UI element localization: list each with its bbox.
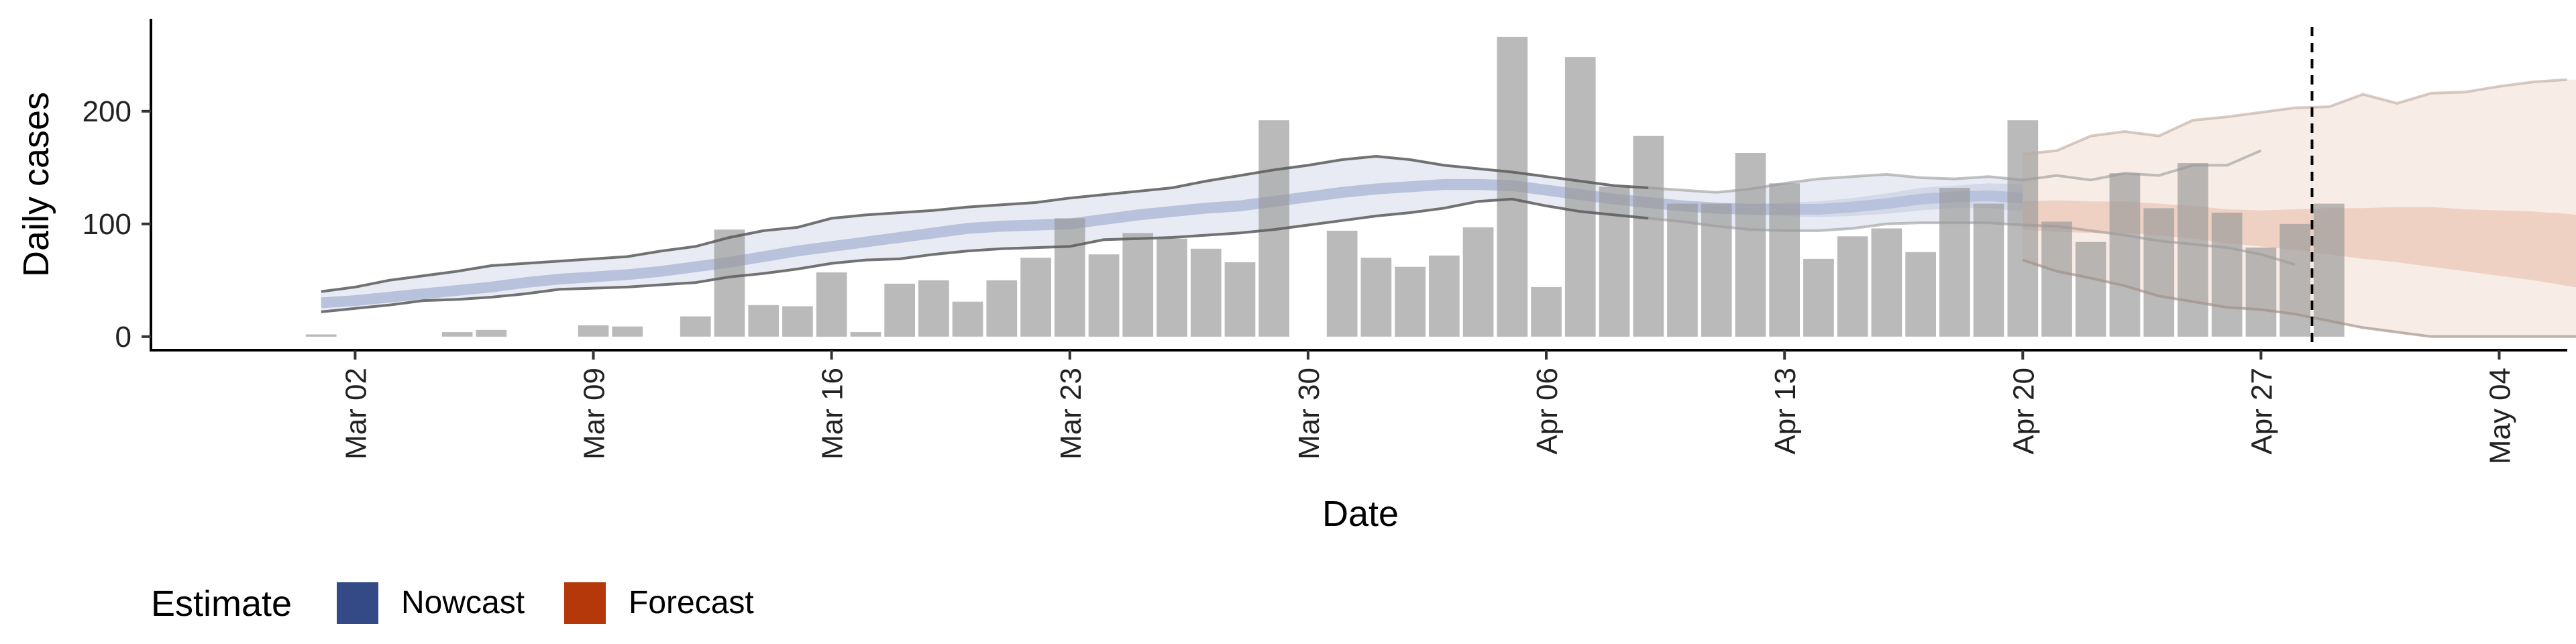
bar <box>1429 255 1460 337</box>
bar <box>441 332 473 337</box>
bar <box>2109 173 2141 337</box>
legend-label-nowcast: Nowcast <box>401 585 525 621</box>
x-tick-label: Apr 06 <box>1531 368 1564 455</box>
legend-swatch-nowcast <box>337 582 378 624</box>
bar <box>476 329 507 337</box>
bar <box>850 332 881 337</box>
bar <box>1054 218 1085 337</box>
bar <box>1735 153 1766 337</box>
x-tick-label: Mar 30 <box>1293 368 1326 460</box>
bar <box>1973 203 2004 337</box>
axes-layer <box>150 19 2567 352</box>
bar <box>1871 228 1902 337</box>
bar <box>1190 248 1222 337</box>
bar <box>1360 258 1392 337</box>
bar <box>1599 186 1630 337</box>
bar <box>1667 203 1698 337</box>
y-tick-label: 100 <box>83 208 131 241</box>
bar <box>2143 208 2175 337</box>
y-ticks: 0 100 200 <box>83 95 151 354</box>
x-tick-label: Mar 09 <box>578 368 611 460</box>
bar <box>1803 258 1834 337</box>
bar <box>986 280 1018 337</box>
forecast-lower-line <box>2022 258 2576 338</box>
nowcast-upper-line-faded <box>1648 149 2262 194</box>
bar <box>816 272 847 337</box>
bar <box>578 325 609 337</box>
bar <box>884 283 915 337</box>
x-tick-label: Mar 02 <box>339 368 372 460</box>
lines-layer <box>321 27 2576 350</box>
bar <box>1564 57 1596 337</box>
bar <box>2007 120 2039 337</box>
nowcast-lower-line-faded <box>1648 217 2296 266</box>
legend-swatch-forecast <box>564 582 606 624</box>
bars-layer <box>305 36 2345 337</box>
bar <box>1837 236 1868 337</box>
bar <box>1531 286 1562 337</box>
bar <box>782 306 813 337</box>
bar <box>2211 213 2243 337</box>
bar <box>2075 241 2106 337</box>
bar <box>2314 203 2345 337</box>
bar <box>1020 258 1051 337</box>
bar <box>2245 248 2277 337</box>
x-axis-title: Date <box>1322 494 1399 534</box>
forecast-upper-line <box>2023 78 2568 156</box>
x-tick-label: Mar 16 <box>816 368 849 460</box>
bar <box>1326 230 1358 337</box>
legend-title: Estimate <box>151 584 292 624</box>
bar <box>1224 262 1256 337</box>
bar <box>305 334 337 337</box>
x-tick-label: May 04 <box>2484 368 2517 464</box>
bar <box>1088 254 1120 337</box>
bar <box>1633 136 1664 337</box>
bar <box>2041 221 2072 337</box>
bar <box>918 280 949 337</box>
y-tick-label: 200 <box>83 95 131 128</box>
legend: Estimate Nowcast Forecast <box>151 582 754 624</box>
bar <box>1122 233 1154 337</box>
legend-label-forecast: Forecast <box>629 585 754 621</box>
x-tick-label: Mar 23 <box>1055 368 1087 460</box>
bar <box>1905 252 1936 337</box>
x-tick-label: Apr 13 <box>1769 368 1802 455</box>
bar <box>1462 227 1494 337</box>
nowcast-outer-band <box>321 150 2296 312</box>
bar <box>680 316 711 337</box>
bar <box>952 301 983 337</box>
bar <box>612 326 643 337</box>
bar <box>1157 238 1187 337</box>
x-tick-label: Apr 20 <box>2007 368 2040 455</box>
bar <box>2279 223 2310 337</box>
bar <box>748 305 780 337</box>
bar <box>1939 188 1970 337</box>
y-axis-title: Daily cases <box>16 92 56 277</box>
bar <box>2178 163 2208 337</box>
nowcast-lower-line <box>321 197 1649 313</box>
x-ticks: Mar 02 Mar 09 Mar 16 Mar 23 Mar 30 Apr 06 Apr … <box>339 350 2517 464</box>
x-tick-label: Apr 27 <box>2245 368 2278 455</box>
bar <box>1769 183 1800 337</box>
bar <box>714 229 745 337</box>
bar <box>1497 36 1528 337</box>
nowcast-upper-line <box>321 154 1649 293</box>
bar <box>1395 266 1426 337</box>
y-tick-label: 0 <box>115 321 131 354</box>
band-layer <box>321 79 2576 337</box>
